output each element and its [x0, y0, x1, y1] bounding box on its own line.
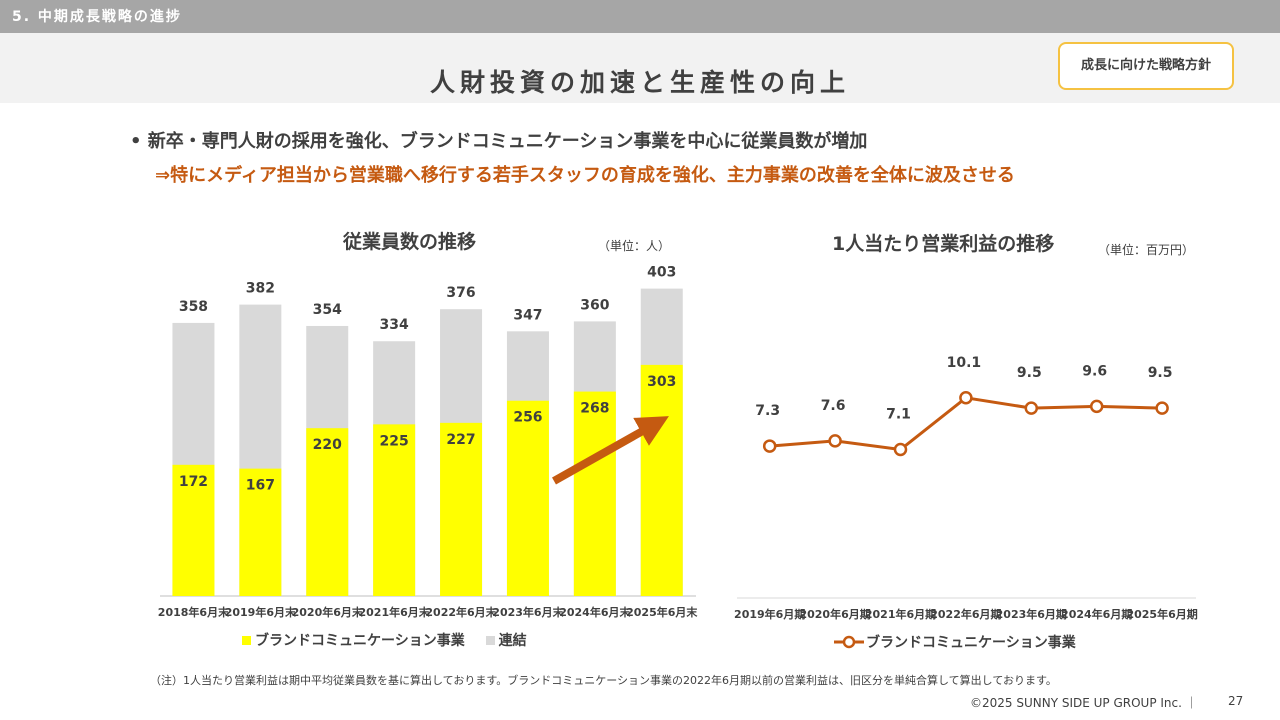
- bar-chart-unit: （単位：人）: [598, 239, 671, 253]
- page-number: 27: [1228, 694, 1244, 708]
- growth-arrow: [552, 416, 669, 485]
- line-point: [1089, 399, 1104, 414]
- bar-brand: [573, 391, 616, 596]
- bar-brand: [440, 422, 483, 596]
- bar-chart-title: 従業員数の推移: [343, 231, 477, 253]
- bar-total-label: 354: [313, 302, 342, 318]
- line-point: [1155, 401, 1169, 415]
- line-category-label: 2020年6月期: [799, 607, 870, 621]
- line-chart: 7.3 2019年6月期 7.6 2020年6月期 7.1 2021年6月期 10.1 202…: [734, 355, 1198, 621]
- line-category-label: 2023年6月期: [996, 607, 1067, 621]
- legend-label-consolidated: 連結: [498, 633, 527, 649]
- bar-brand-label: 303: [647, 374, 676, 390]
- bar-brand-label: 256: [513, 410, 542, 426]
- line-category-label: 2019年6月期: [734, 607, 805, 621]
- line-value-label: 7.1: [886, 407, 911, 423]
- line-category-label: 2021年6月期: [865, 607, 936, 621]
- line-point: [893, 442, 908, 457]
- strategy-badge[interactable]: 成長に向けた戦略方針: [1058, 42, 1234, 90]
- legend-label-brand: ブランドコミュニケーション事業: [255, 633, 465, 649]
- line-category-label: 2025年6月期: [1126, 607, 1197, 621]
- bar-total-label: 360: [580, 297, 609, 313]
- line-value-label: 7.6: [821, 398, 846, 414]
- bar-total-label: 403: [647, 265, 676, 281]
- line-value-label: 7.3: [755, 403, 780, 419]
- bar-total-label: 358: [179, 299, 208, 315]
- bar-category-label: 2021年6月末: [359, 605, 431, 619]
- bar-brand: [172, 464, 215, 596]
- line-value-label: 9.6: [1082, 363, 1107, 379]
- bar-brand: [373, 424, 416, 596]
- line-point: [959, 391, 973, 405]
- copyright: ©2025 SUNNY SIDE UP GROUP Inc. ｜: [970, 696, 1198, 710]
- bar-category-label: 2022年6月末: [425, 605, 497, 619]
- legend-item-line: ブランドコミュニケーション事業: [834, 632, 1076, 652]
- bar-brand: [506, 400, 549, 596]
- bar-total-label: 382: [246, 281, 275, 297]
- bullet-main: • 新卒・専門人財の採用を強化、ブランドコミュニケーション事業を中心に従業員数が…: [130, 131, 868, 152]
- legend-swatch-yellow: [242, 635, 251, 645]
- bar-category-label: 2024年6月末: [559, 605, 631, 619]
- footnote: （注）1人当たり営業利益は期中平均従業員数を基に算出しております。ブランドコミュ…: [150, 674, 1057, 687]
- bar-brand-label: 172: [179, 474, 208, 490]
- bar-category-label: 2019年6月末: [225, 605, 297, 619]
- bar-legend: ブランドコミュニケーション事業 連結: [242, 630, 543, 650]
- line-chart-title: 1人当たり営業利益の推移: [832, 233, 1055, 255]
- bar-brand-label: 225: [380, 433, 409, 449]
- bar-brand-label: 268: [580, 401, 609, 417]
- line-point: [762, 439, 777, 453]
- bar-category-label: 2020年6月末: [292, 605, 364, 619]
- bar-brand: [640, 364, 683, 596]
- bar-brand-label: 227: [446, 432, 475, 448]
- line-point: [828, 434, 842, 448]
- section-bar: 5. 中期成長戦略の進捗: [0, 0, 1280, 33]
- legend-item-consolidated: 連結: [485, 630, 527, 650]
- bar-brand-label: 220: [313, 437, 342, 453]
- bar-total-label: 347: [513, 307, 542, 323]
- legend-line-marker-icon: [834, 635, 864, 649]
- line-value-label: 10.1: [947, 355, 982, 371]
- bar-category-label: 2023年6月末: [492, 605, 564, 619]
- bar-brand: [306, 428, 349, 596]
- bar-brand: [239, 468, 282, 596]
- legend-label-line: ブランドコミュニケーション事業: [866, 635, 1076, 651]
- bar-total-label: 334: [380, 317, 409, 333]
- line-category-label: 2024年6月期: [1061, 607, 1132, 621]
- section-label: 5. 中期成長戦略の進捗: [12, 9, 182, 25]
- legend-swatch-gray: [485, 635, 495, 645]
- bullet-sub: ⇒特にメディア担当から営業職へ移行する若手スタッフの育成を強化、主力事業の改善を…: [155, 165, 1015, 186]
- line-point: [1024, 401, 1039, 415]
- bar-category-label: 2025年6月末: [626, 605, 698, 619]
- bar-brand-label: 167: [246, 478, 275, 494]
- line-value-label: 9.5: [1017, 365, 1042, 381]
- line-category-label: 2022年6月期: [930, 607, 1001, 621]
- line-legend: ブランドコミュニケーション事業: [834, 632, 1092, 653]
- bar-chart: 358 172 2018年6月末 382 167 2019年6月末 354 220 2020年6…: [158, 265, 699, 619]
- legend-item-brand: ブランドコミュニケーション事業: [242, 630, 465, 650]
- bar-category-label: 2018年6月末: [158, 605, 230, 619]
- line-chart-unit: （単位：百万円）: [1098, 243, 1195, 257]
- page-title: 人財投資の加速と生産性の向上: [429, 68, 850, 97]
- bar-total-label: 376: [446, 285, 475, 301]
- line-value-label: 9.5: [1148, 365, 1173, 381]
